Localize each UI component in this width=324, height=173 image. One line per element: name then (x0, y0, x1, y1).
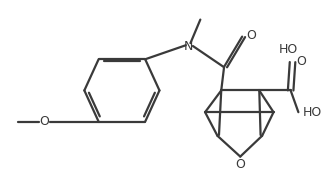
Text: O: O (40, 115, 49, 128)
Text: O: O (296, 55, 306, 68)
Text: HO: HO (303, 106, 322, 119)
Text: N: N (184, 40, 194, 53)
Text: O: O (246, 29, 256, 42)
Text: O: O (235, 158, 245, 171)
Text: HO: HO (278, 43, 297, 56)
